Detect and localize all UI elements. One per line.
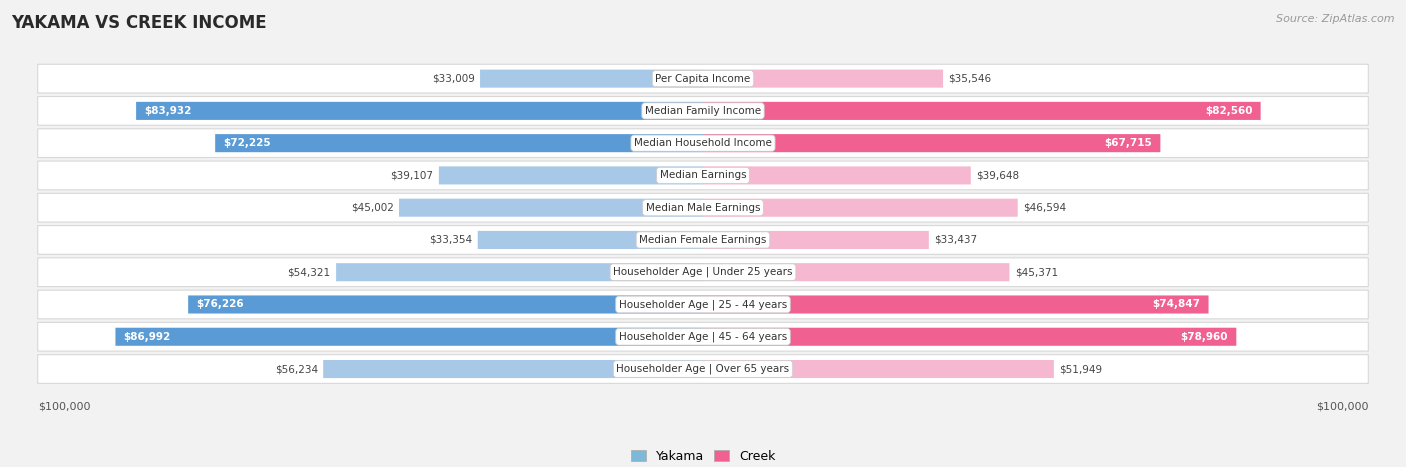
Text: Householder Age | Under 25 years: Householder Age | Under 25 years bbox=[613, 267, 793, 277]
FancyBboxPatch shape bbox=[38, 290, 1368, 319]
Text: $86,992: $86,992 bbox=[124, 332, 170, 342]
Text: $74,847: $74,847 bbox=[1153, 299, 1201, 310]
Text: Median Earnings: Median Earnings bbox=[659, 170, 747, 180]
FancyBboxPatch shape bbox=[38, 193, 1368, 222]
FancyBboxPatch shape bbox=[115, 328, 703, 346]
FancyBboxPatch shape bbox=[38, 64, 1368, 93]
FancyBboxPatch shape bbox=[703, 263, 1010, 281]
Text: Per Capita Income: Per Capita Income bbox=[655, 74, 751, 84]
Text: $83,932: $83,932 bbox=[145, 106, 191, 116]
Text: $39,107: $39,107 bbox=[391, 170, 433, 180]
FancyBboxPatch shape bbox=[703, 102, 1261, 120]
Text: $33,354: $33,354 bbox=[429, 235, 472, 245]
FancyBboxPatch shape bbox=[136, 102, 703, 120]
FancyBboxPatch shape bbox=[703, 328, 1236, 346]
FancyBboxPatch shape bbox=[703, 231, 929, 249]
Text: $78,960: $78,960 bbox=[1181, 332, 1229, 342]
Text: $100,000: $100,000 bbox=[1316, 401, 1368, 411]
FancyBboxPatch shape bbox=[38, 161, 1368, 190]
Text: $39,648: $39,648 bbox=[976, 170, 1019, 180]
Text: Median Female Earnings: Median Female Earnings bbox=[640, 235, 766, 245]
Text: Source: ZipAtlas.com: Source: ZipAtlas.com bbox=[1277, 14, 1395, 24]
FancyBboxPatch shape bbox=[439, 166, 703, 184]
Text: $56,234: $56,234 bbox=[274, 364, 318, 374]
Text: $82,560: $82,560 bbox=[1205, 106, 1253, 116]
Text: Median Family Income: Median Family Income bbox=[645, 106, 761, 116]
FancyBboxPatch shape bbox=[703, 166, 970, 184]
FancyBboxPatch shape bbox=[215, 134, 703, 152]
FancyBboxPatch shape bbox=[399, 198, 703, 217]
FancyBboxPatch shape bbox=[703, 296, 1209, 313]
Text: Householder Age | Over 65 years: Householder Age | Over 65 years bbox=[616, 364, 790, 374]
Text: $54,321: $54,321 bbox=[288, 267, 330, 277]
FancyBboxPatch shape bbox=[336, 263, 703, 281]
Text: $72,225: $72,225 bbox=[224, 138, 271, 148]
Text: $45,002: $45,002 bbox=[350, 203, 394, 212]
FancyBboxPatch shape bbox=[703, 70, 943, 88]
Text: $33,009: $33,009 bbox=[432, 74, 475, 84]
FancyBboxPatch shape bbox=[38, 258, 1368, 287]
Text: Householder Age | 45 - 64 years: Householder Age | 45 - 64 years bbox=[619, 332, 787, 342]
FancyBboxPatch shape bbox=[38, 322, 1368, 351]
Text: $33,437: $33,437 bbox=[934, 235, 977, 245]
FancyBboxPatch shape bbox=[323, 360, 703, 378]
Text: $76,226: $76,226 bbox=[197, 299, 243, 310]
Text: $51,949: $51,949 bbox=[1059, 364, 1102, 374]
Text: Median Household Income: Median Household Income bbox=[634, 138, 772, 148]
FancyBboxPatch shape bbox=[38, 354, 1368, 383]
Text: YAKAMA VS CREEK INCOME: YAKAMA VS CREEK INCOME bbox=[11, 14, 267, 32]
Text: Householder Age | 25 - 44 years: Householder Age | 25 - 44 years bbox=[619, 299, 787, 310]
FancyBboxPatch shape bbox=[38, 226, 1368, 255]
Legend: Yakama, Creek: Yakama, Creek bbox=[626, 445, 780, 467]
FancyBboxPatch shape bbox=[38, 97, 1368, 125]
FancyBboxPatch shape bbox=[478, 231, 703, 249]
FancyBboxPatch shape bbox=[38, 129, 1368, 157]
FancyBboxPatch shape bbox=[703, 134, 1160, 152]
FancyBboxPatch shape bbox=[703, 360, 1054, 378]
FancyBboxPatch shape bbox=[479, 70, 703, 88]
Text: $100,000: $100,000 bbox=[38, 401, 90, 411]
Text: $46,594: $46,594 bbox=[1024, 203, 1066, 212]
FancyBboxPatch shape bbox=[188, 296, 703, 313]
Text: $35,546: $35,546 bbox=[949, 74, 991, 84]
Text: $67,715: $67,715 bbox=[1105, 138, 1153, 148]
FancyBboxPatch shape bbox=[703, 198, 1018, 217]
Text: Median Male Earnings: Median Male Earnings bbox=[645, 203, 761, 212]
Text: $45,371: $45,371 bbox=[1015, 267, 1057, 277]
